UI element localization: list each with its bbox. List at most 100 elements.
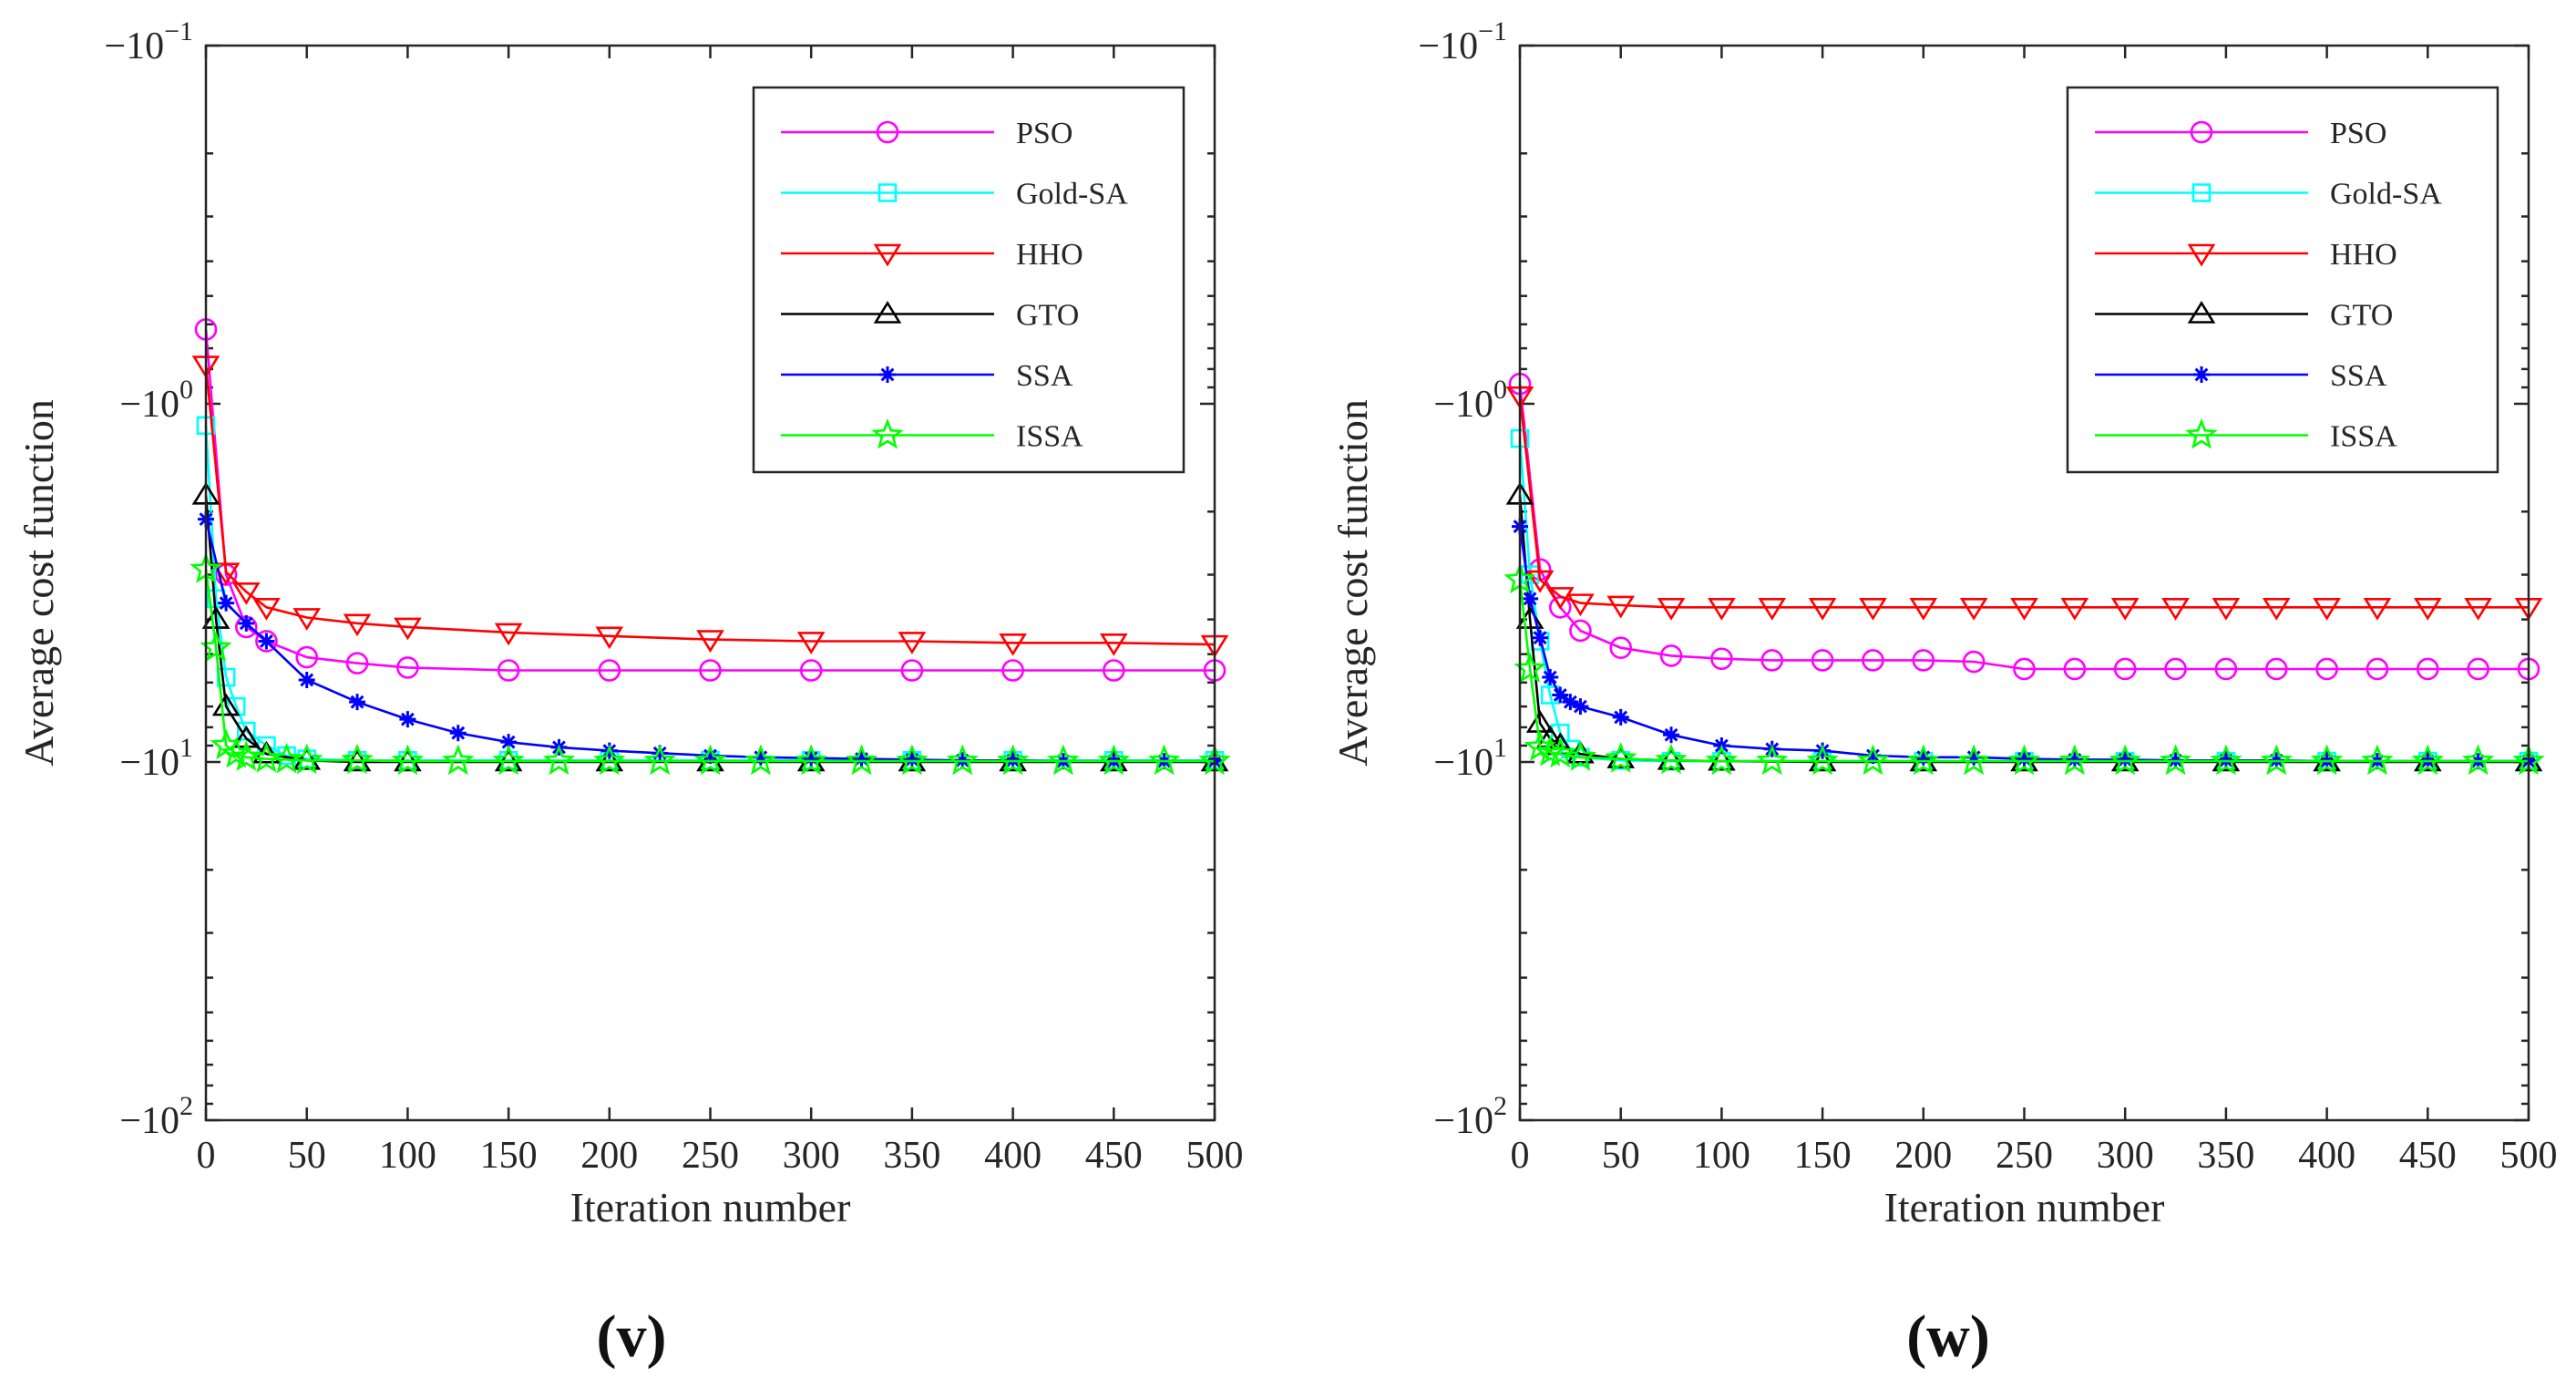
legend-marker (876, 120, 899, 144)
x-tick-label: 250 (1996, 1135, 2053, 1177)
legend-marker (877, 183, 898, 202)
series-line-hho (204, 365, 1216, 646)
data-point (2313, 598, 2341, 621)
data-point (492, 744, 525, 776)
data-point (2007, 744, 2041, 776)
data-point (2361, 744, 2394, 776)
x-tick-label: 400 (984, 1135, 1042, 1177)
data-point (1808, 598, 1837, 621)
x-tick-label: 350 (883, 1135, 940, 1177)
data-point (211, 693, 241, 716)
y-tick-label: −100 (1433, 375, 1507, 426)
data-point (349, 694, 366, 711)
legend-label: Gold-SA (2330, 178, 2442, 211)
y-tick-label: −100 (119, 375, 193, 426)
data-point (1552, 686, 1569, 704)
data-point (1657, 598, 1686, 621)
data-point (643, 744, 676, 776)
panel-v: 0 50 100 150 200 250 300 350 400 450 500 −10−1 −100 −… (15, 16, 1244, 1370)
series-line-hho (1518, 396, 2529, 609)
data-point (999, 633, 1027, 656)
data-point (2467, 657, 2489, 681)
data-point (298, 671, 315, 688)
data-point (2413, 598, 2442, 621)
legend-label: Gold-SA (1016, 178, 1128, 211)
series-hho (1505, 386, 2543, 621)
x-tick-label: 300 (783, 1135, 840, 1177)
data-point (1912, 649, 1935, 672)
data-point (2464, 598, 2492, 621)
data-point (2164, 657, 2187, 681)
y-axis-label: Average cost function (15, 399, 62, 767)
data-point (2366, 657, 2389, 681)
x-tick-label: 250 (682, 1135, 739, 1177)
data-point (595, 626, 624, 650)
series-line-pso (1518, 384, 2529, 671)
data-point (1856, 744, 1890, 776)
x-tick-label: 150 (1794, 1135, 1852, 1177)
series-issa (190, 552, 1231, 776)
data-point (497, 659, 520, 682)
data-point (2113, 657, 2137, 681)
data-point (946, 744, 979, 776)
data-point (399, 711, 416, 728)
legend-label: SSA (1016, 359, 1073, 393)
x-tick-label: 200 (1894, 1135, 1952, 1177)
y-tick-label: −101 (119, 733, 193, 784)
data-point (752, 748, 769, 766)
data-point (2310, 744, 2344, 776)
data-point (1609, 636, 1632, 660)
legend-label: SSA (2330, 359, 2387, 393)
data-point (652, 745, 669, 762)
data-point (2060, 598, 2089, 621)
legend-label: ISSA (1016, 420, 1083, 454)
x-tick-label: 450 (2399, 1135, 2457, 1177)
data-point (1097, 744, 1130, 776)
data-point (1710, 647, 1733, 671)
data-point (1659, 644, 1683, 667)
data-point (1524, 730, 1556, 761)
data-point (1520, 565, 1540, 584)
data-point (1564, 740, 1597, 771)
x-tick-label: 500 (2500, 1135, 2558, 1177)
legend (2066, 86, 2499, 474)
data-point (2210, 744, 2242, 776)
data-point (1657, 746, 1686, 770)
data-point (1756, 744, 1789, 776)
legend (752, 86, 1185, 474)
legend-label: GTO (2330, 299, 2393, 333)
x-tick-label: 450 (1085, 1135, 1143, 1177)
data-point (744, 744, 777, 776)
data-point (903, 751, 920, 768)
data-point (1663, 726, 1680, 744)
data-point (1605, 742, 1637, 773)
x-tick-label: 350 (2197, 1135, 2254, 1177)
data-point (2109, 744, 2141, 776)
panel-caption: (w) (1906, 1303, 1990, 1370)
data-point (500, 734, 518, 751)
data-point (2212, 598, 2241, 621)
data-point (996, 744, 1030, 776)
data-point (2161, 598, 2190, 621)
data-point (2363, 598, 2392, 621)
data-point (1758, 598, 1787, 621)
data-point (201, 606, 231, 629)
x-tick-label: 50 (288, 1135, 326, 1177)
legend-label: PSO (2330, 117, 2386, 150)
legend-marker (873, 243, 902, 267)
data-point (593, 744, 626, 776)
data-point (291, 743, 323, 775)
data-point (1001, 659, 1024, 682)
data-point (2016, 750, 2033, 767)
data-point (292, 608, 322, 631)
data-point (449, 725, 467, 742)
data-point (896, 744, 929, 776)
data-point (394, 617, 422, 641)
data-point (1708, 747, 1736, 771)
data-point (1811, 649, 1834, 672)
data-point (218, 594, 235, 612)
x-tick-label: 0 (197, 1135, 216, 1177)
data-point (252, 598, 281, 621)
x-tick-label: 50 (1602, 1135, 1640, 1177)
